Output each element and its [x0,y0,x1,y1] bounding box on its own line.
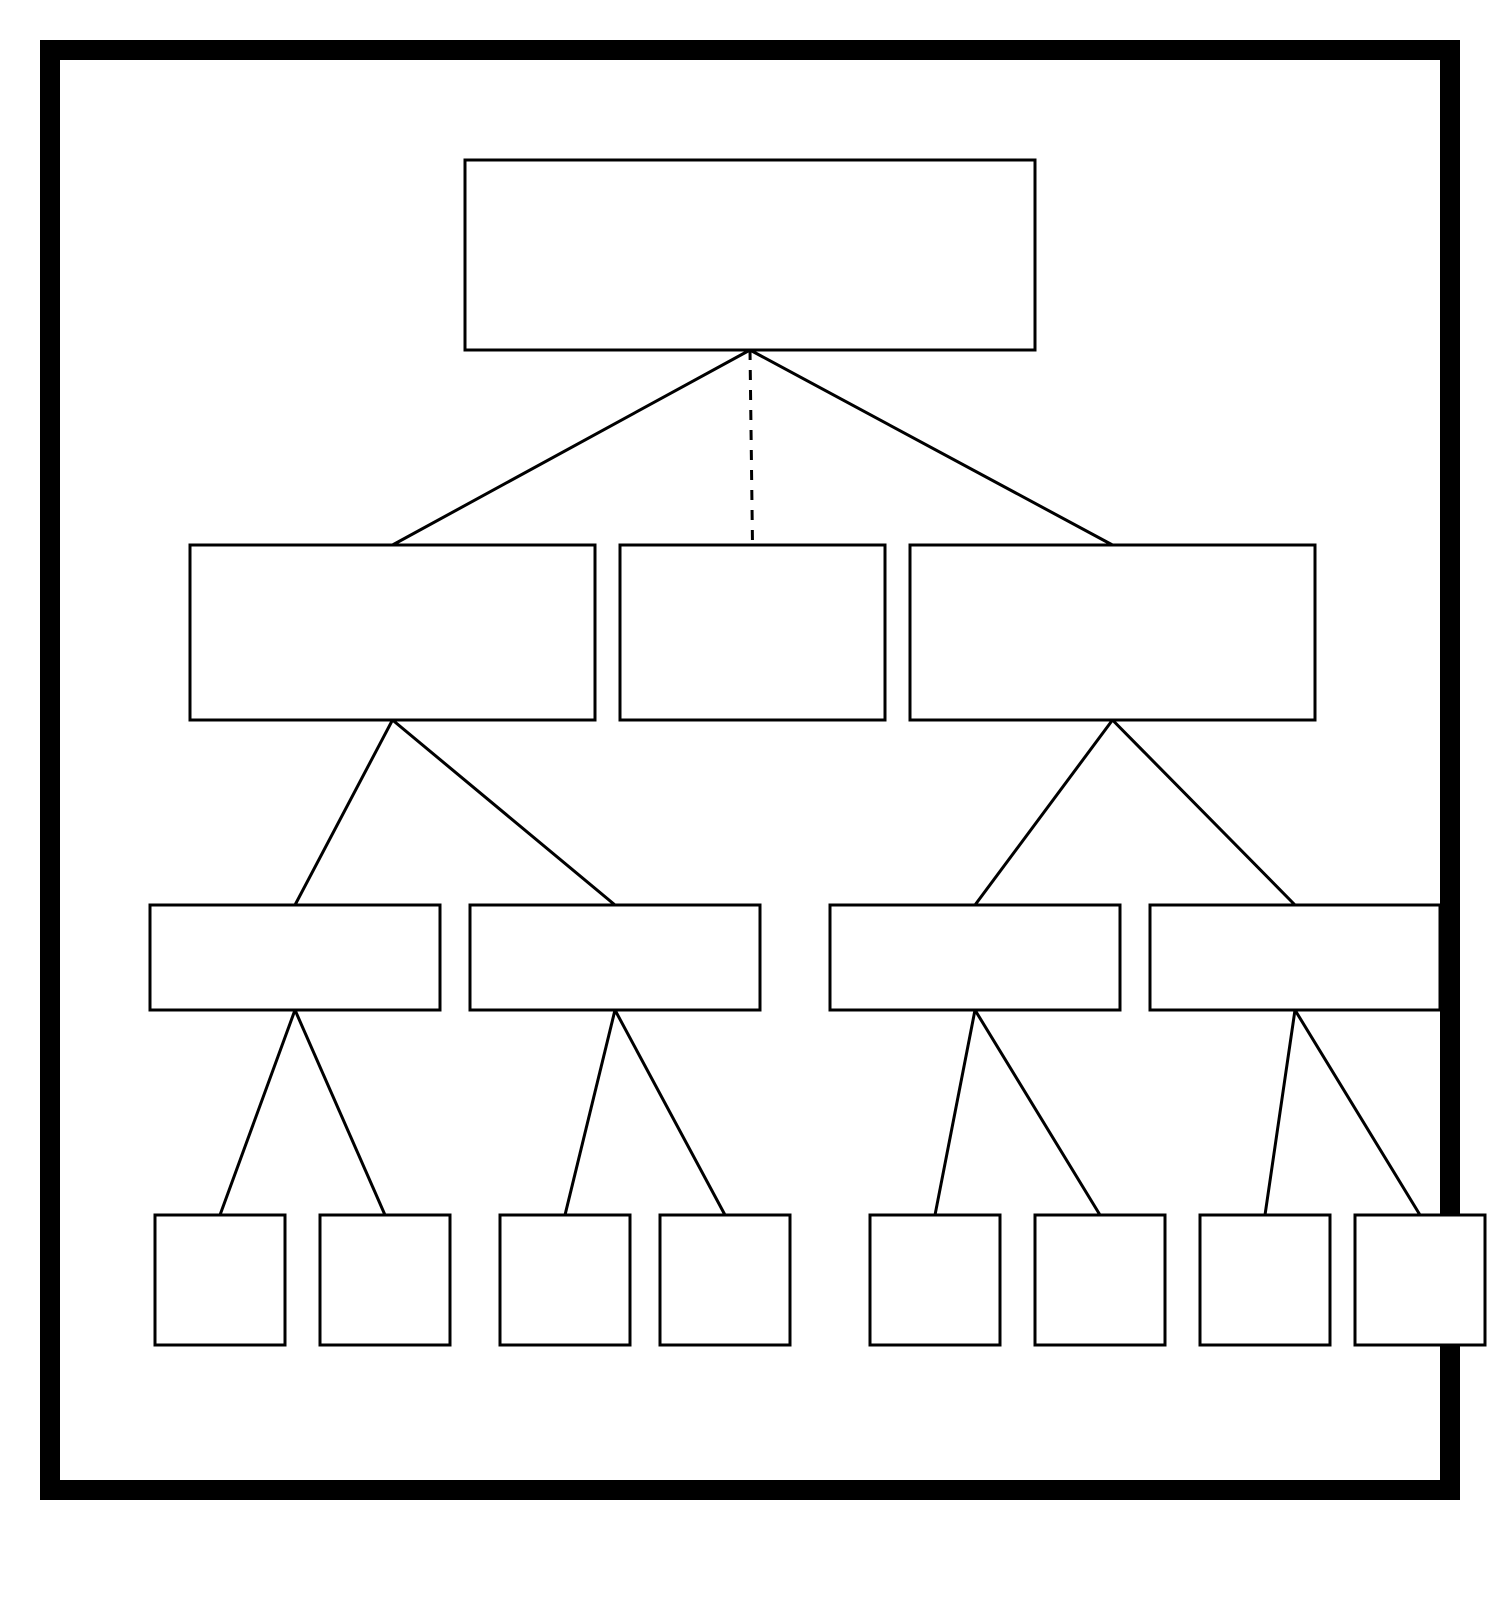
tree-node [830,905,1120,1010]
tree-node [190,545,595,720]
tree-node [150,905,440,1010]
tree-node [470,905,760,1010]
tree-node [1150,905,1440,1010]
tree-node [1355,1215,1485,1345]
tree-node [1035,1215,1165,1345]
tree-node [620,545,885,720]
tree-node [320,1215,450,1345]
tree-diagram-svg [0,0,1500,1600]
diagram-canvas [0,0,1500,1600]
tree-node [870,1215,1000,1345]
tree-node [155,1215,285,1345]
tree-node [910,545,1315,720]
tree-node [1200,1215,1330,1345]
tree-node [660,1215,790,1345]
tree-node [465,160,1035,350]
tree-node [500,1215,630,1345]
